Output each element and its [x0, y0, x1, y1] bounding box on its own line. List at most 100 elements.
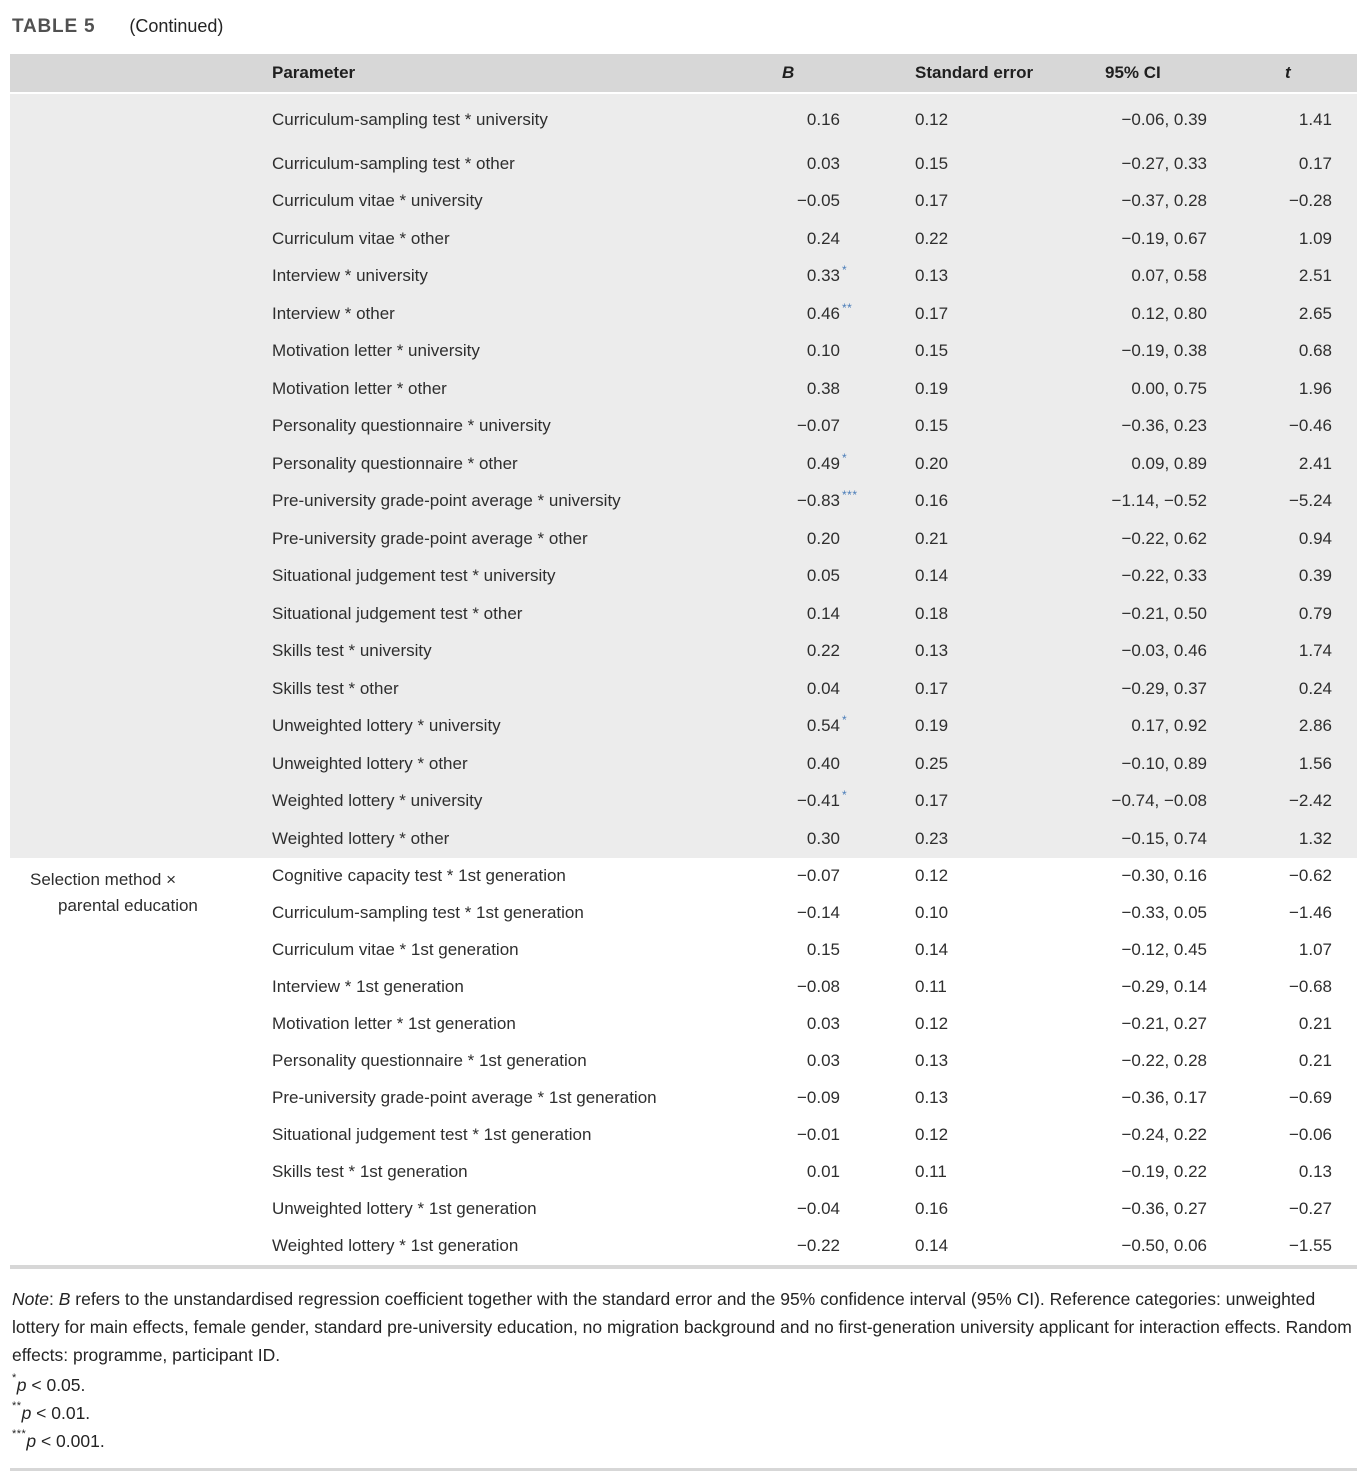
standard-error-cell: 0.14	[915, 566, 949, 586]
t-value-cell: −0.62	[1288, 866, 1332, 885]
footnote-text: < 0.01.	[31, 1402, 91, 1423]
b-value-cell: −0.07	[762, 416, 852, 436]
header-parameter: Parameter	[272, 63, 356, 82]
standard-error-cell: 0.12	[915, 109, 949, 129]
table-section: Selection method × parental education Cogn…	[10, 857, 1357, 1265]
standard-error-cell: 0.16	[915, 1199, 949, 1218]
group-label-line: parental education	[58, 895, 198, 915]
parameter-cell: Skills test * other	[272, 678, 399, 698]
standard-error-cell: 0.12	[915, 1125, 949, 1144]
confidence-interval-cell: 0.07, 0.58	[1131, 266, 1207, 286]
parameter-cell: Personality questionnaire * university	[272, 416, 551, 436]
confidence-interval-cell: −0.36, 0.23	[1121, 416, 1207, 436]
b-value: 0.30	[806, 828, 840, 848]
b-value: 0.03	[806, 1014, 840, 1033]
parameter-cell: Curriculum-sampling test * university	[272, 109, 548, 129]
b-value-cell: 0.05	[762, 566, 852, 586]
b-value: −0.08	[796, 977, 840, 996]
footnote-line: **p < 0.01.	[12, 1400, 1355, 1428]
t-value-cell: 2.65	[1298, 303, 1332, 323]
confidence-interval-cell: −0.24, 0.22	[1121, 1125, 1207, 1144]
confidence-interval-cell: −0.33, 0.05	[1121, 903, 1207, 922]
table-row: Curriculum-sampling test * university 0.1…	[262, 94, 1357, 145]
parameter-cell: Cognitive capacity test * 1st generation	[272, 866, 566, 885]
section-rows: Cognitive capacity test * 1st generation…	[262, 858, 1357, 1265]
t-value-cell: 1.32	[1298, 828, 1332, 848]
standard-error-cell: 0.21	[915, 528, 949, 548]
confidence-interval-cell: 0.12, 0.80	[1131, 303, 1207, 323]
table-row: Pre-university grade-point average * 1st…	[262, 1080, 1357, 1117]
footnote-marker: **	[12, 1399, 22, 1412]
confidence-interval-cell: −1.14, −0.52	[1111, 491, 1207, 511]
table-bottom-rule	[10, 1264, 1357, 1269]
standard-error-cell: 0.20	[915, 453, 949, 473]
parameter-cell: Unweighted lottery * 1st generation	[272, 1199, 537, 1218]
significance-footnotes: *p < 0.05. **p < 0.01. ***p < 0.001.	[12, 1372, 1355, 1456]
b-value-cell: −0.22	[762, 1236, 852, 1256]
confidence-interval-cell: 0.09, 0.89	[1131, 453, 1207, 473]
b-value-cell: −0.14	[762, 903, 852, 923]
group-label-line: Selection method ×	[30, 869, 177, 889]
b-value: −0.14	[796, 903, 840, 922]
standard-error-cell: 0.17	[915, 678, 949, 698]
b-value-cell: 0.20	[762, 529, 852, 549]
t-value-cell: 1.56	[1298, 753, 1332, 773]
t-value-cell: 2.41	[1298, 453, 1332, 473]
standard-error-cell: 0.19	[915, 716, 949, 736]
confidence-interval-cell: −0.29, 0.14	[1121, 977, 1207, 996]
footnote-p-symbol: p	[21, 1402, 32, 1423]
standard-error-cell: 0.17	[915, 191, 949, 211]
standard-error-cell: 0.15	[915, 341, 949, 361]
b-value: 0.15	[806, 940, 840, 959]
table-header-row: Parameter B Standard error 95% CI t	[10, 54, 1357, 94]
b-value: 0.14	[806, 603, 840, 623]
confidence-interval-cell: 0.00, 0.75	[1131, 378, 1207, 398]
parameter-cell: Motivation letter * other	[272, 378, 447, 398]
t-value-cell: −0.46	[1288, 416, 1332, 436]
b-value-cell: 0.30	[762, 829, 852, 849]
parameter-cell: Curriculum-sampling test * 1st generatio…	[272, 903, 584, 922]
confidence-interval-cell: −0.19, 0.38	[1121, 341, 1207, 361]
table-row: Personality questionnaire * other 0.49 * 0.…	[262, 445, 1357, 483]
table-label: TABLE 5	[12, 16, 96, 37]
b-value-cell: −0.04	[762, 1199, 852, 1219]
b-value-cell: 0.16	[762, 110, 852, 130]
note-text: refers to the unstandardised regression …	[12, 1288, 1352, 1366]
parameter-cell: Motivation letter * university	[272, 341, 480, 361]
parameter-cell: Weighted lottery * other	[272, 828, 450, 848]
table-row: Interview * other 0.46 ** 0.17 0.12, 0.80 2.6…	[262, 295, 1357, 333]
b-value-cell: −0.08	[762, 977, 852, 997]
b-value: 0.24	[806, 228, 840, 248]
standard-error-cell: 0.13	[915, 1088, 949, 1107]
b-value-cell: 0.40	[762, 754, 852, 774]
header-95ci: 95% CI	[1105, 63, 1161, 82]
confidence-interval-cell: −0.30, 0.16	[1121, 866, 1207, 885]
b-value-cell: 0.10	[762, 341, 852, 361]
t-value-cell: 0.68	[1298, 341, 1332, 361]
footnote-text: < 0.001.	[36, 1430, 105, 1451]
b-value-cell: 0.33 *	[806, 263, 848, 286]
t-value-cell: 0.24	[1298, 678, 1332, 698]
t-value-cell: −0.06	[1288, 1125, 1332, 1144]
parameter-cell: Interview * university	[272, 266, 428, 286]
standard-error-cell: 0.19	[915, 378, 949, 398]
parameter-cell: Curriculum vitae * 1st generation	[272, 940, 519, 959]
table-row: Situational judgement test * 1st generat…	[262, 1117, 1357, 1154]
footnote-marker: ***	[12, 1427, 27, 1440]
standard-error-cell: 0.17	[915, 791, 949, 811]
b-value: 0.01	[806, 1162, 840, 1181]
b-value-cell: 0.49 *	[806, 450, 848, 473]
standard-error-cell: 0.13	[915, 1051, 949, 1070]
b-value-cell: 0.46 **	[806, 300, 853, 323]
table-row: Personality questionnaire * 1st generati…	[262, 1043, 1357, 1080]
parameter-cell: Curriculum-sampling test * other	[272, 153, 515, 173]
table-row: Skills test * 1st generation 0.01 0.11 −0.1…	[262, 1154, 1357, 1191]
t-value-cell: 2.51	[1298, 266, 1332, 286]
confidence-interval-cell: −0.12, 0.45	[1121, 940, 1207, 959]
b-value: 0.49	[806, 453, 840, 473]
page-bottom-rule	[10, 1467, 1357, 1471]
header-b: B	[782, 63, 795, 82]
table-row: Skills test * other 0.04 0.17 −0.29, 0.37 0.…	[262, 670, 1357, 708]
t-value-cell: −2.42	[1288, 791, 1332, 811]
group-label-cell: Selection method × parental education	[10, 858, 262, 1265]
